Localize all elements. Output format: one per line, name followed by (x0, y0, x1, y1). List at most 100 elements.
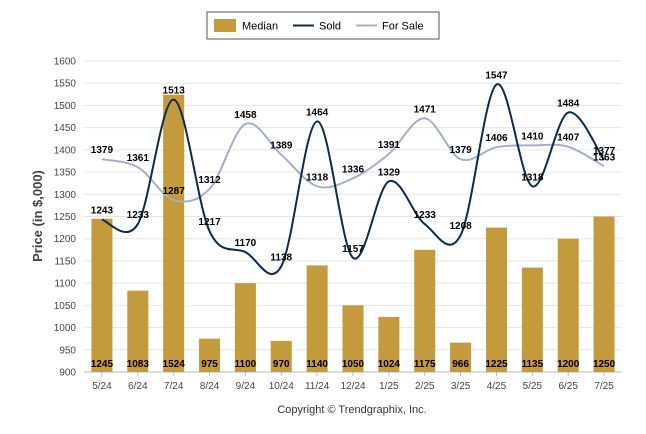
median-bar (163, 94, 185, 372)
for-sale-label: 1389 (270, 141, 293, 152)
x-tick-label: 8/24 (200, 381, 220, 392)
y-tick-label: 1050 (54, 301, 77, 312)
for-sale-label: 1407 (557, 133, 580, 144)
y-tick-label: 1350 (54, 168, 77, 179)
x-tick-label: 5/24 (92, 381, 112, 392)
copyright: Copyright © Trendgraphix, Inc. (277, 404, 426, 416)
x-tick-label: 12/24 (340, 381, 365, 392)
median-label: 1135 (521, 359, 543, 370)
x-tick-label: 6/24 (128, 381, 148, 392)
x-tick-label: 5/25 (523, 381, 543, 392)
sold-label: 1233 (414, 210, 437, 221)
y-tick-label: 1400 (54, 145, 77, 156)
x-tick-label: 1/25 (379, 381, 399, 392)
x-tick-label: 11/24 (305, 381, 330, 392)
sold-label: 1217 (198, 217, 221, 228)
legend-sold-label: Sold (319, 21, 341, 33)
median-bar (450, 342, 472, 372)
x-tick-label: 10/24 (269, 381, 294, 392)
for-sale-label: 1410 (521, 131, 544, 142)
sold-label: 1484 (557, 99, 580, 110)
legend: Median Sold For Sale (206, 11, 440, 40)
median-label: 1524 (163, 359, 186, 370)
median-label: 1245 (91, 359, 114, 370)
median-bar (127, 290, 149, 372)
sold-label: 1233 (127, 210, 150, 221)
legend-for-sale-label: For Sale (382, 21, 424, 33)
for-sale-label: 1361 (127, 153, 150, 164)
y-tick-label: 1150 (54, 256, 76, 267)
median-label: 975 (201, 359, 218, 370)
sold-label: 1138 (270, 252, 292, 263)
median-bar (414, 249, 436, 372)
for-sale-label: 1379 (449, 145, 472, 156)
y-tick-label: 1250 (54, 212, 77, 223)
x-tick-label: 7/25 (594, 381, 614, 392)
median-label: 1200 (557, 359, 580, 370)
sold-label: 1377 (593, 146, 616, 157)
median-label: 970 (273, 359, 290, 370)
median-bar (557, 238, 579, 372)
y-tick-label: 1300 (54, 190, 77, 201)
median-bar (234, 283, 256, 372)
median-bar (485, 227, 507, 372)
median-label: 1050 (342, 359, 365, 370)
for-sale-label: 1391 (378, 140, 401, 151)
x-tick-label: 6/25 (558, 381, 578, 392)
sold-label: 1513 (163, 86, 186, 97)
y-axis-ticks: 900 950 1000 1050 1100 1150 1200 1250 1300 1350 14… (54, 57, 77, 379)
median-label: 1250 (593, 359, 616, 370)
y-tick-label: 1550 (54, 79, 77, 90)
for-sale-label: 1287 (163, 186, 186, 197)
for-sale-label: 1318 (306, 172, 329, 183)
y-tick-label: 1500 (54, 101, 77, 112)
for-sale-label: 1379 (91, 145, 114, 156)
x-tick-label: 7/24 (164, 381, 184, 392)
median-bars (91, 94, 615, 372)
median-bar (91, 218, 113, 372)
for-sale-label: 1363 (593, 152, 616, 163)
for-sale-line (101, 117, 605, 203)
median-bar (342, 305, 364, 372)
sold-label: 1329 (378, 167, 401, 178)
median-label: 1083 (127, 359, 150, 370)
median-bar (593, 216, 615, 372)
y-tick-label: 900 (59, 368, 76, 379)
x-tick-label: 9/24 (236, 381, 256, 392)
legend-box (206, 11, 440, 40)
y-tick-label: 1000 (54, 323, 77, 334)
sold-label: 1170 (235, 238, 257, 249)
y-tick-label: 1450 (54, 123, 77, 134)
median-label: 966 (452, 359, 469, 370)
for-sale-label: 1336 (342, 164, 365, 175)
sold-label: 1464 (306, 107, 329, 118)
legend-median-label: Median (242, 21, 278, 33)
for-sale-label: 1471 (414, 104, 437, 115)
x-tick-label: 4/25 (487, 381, 507, 392)
x-tick-label: 3/25 (451, 381, 471, 392)
sold-label: 1243 (91, 206, 114, 217)
median-bar (306, 265, 328, 372)
sold-label: 1157 (342, 244, 364, 255)
x-tick-label: 2/25 (415, 381, 435, 392)
sold-line (101, 83, 605, 275)
median-label: 1100 (235, 359, 257, 370)
data-labels: 1245 1083 1524 975 1100 970 1140 1050 1024 1175 96… (91, 71, 616, 370)
legend-median-swatch (214, 19, 236, 32)
median-label: 1024 (378, 359, 401, 370)
sold-label: 1208 (449, 221, 472, 232)
y-tick-label: 1200 (54, 234, 77, 245)
y-tick-label: 1600 (54, 57, 77, 68)
median-bar (199, 338, 221, 372)
median-bar (270, 340, 292, 372)
median-bar (378, 316, 400, 372)
x-axis-ticks: 5/24 6/24 7/24 8/24 9/24 10/24 11/24 12/24 1/25 2… (92, 372, 614, 392)
y-axis-label: Price (in $,000) (30, 170, 45, 262)
for-sale-label: 1406 (485, 133, 508, 144)
lines (101, 83, 605, 275)
y-tick-label: 950 (59, 345, 76, 356)
median-bar (521, 267, 543, 372)
median-label: 1140 (306, 359, 328, 370)
sold-label: 1547 (485, 71, 508, 82)
